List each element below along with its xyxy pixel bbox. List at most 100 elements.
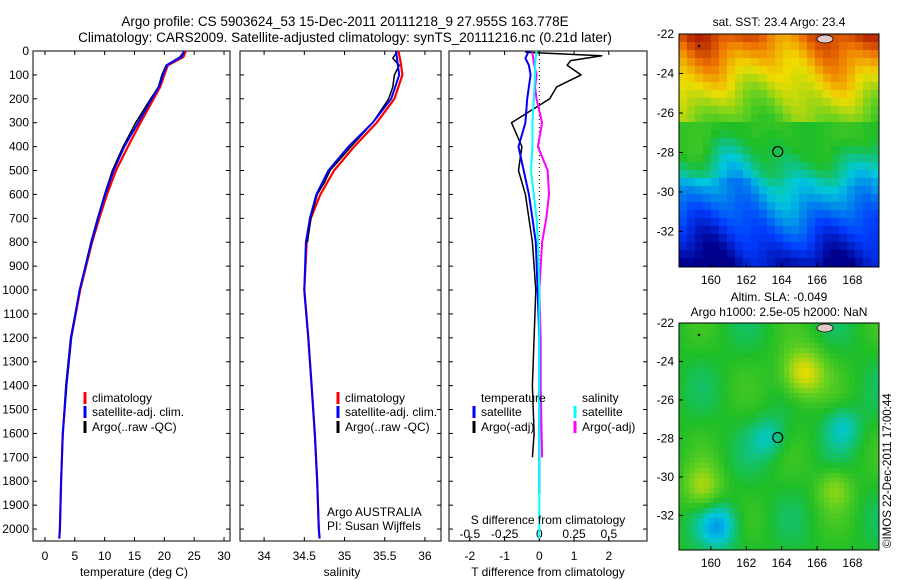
map-cell — [714, 478, 720, 484]
map-cell — [743, 178, 752, 187]
map-cell — [784, 543, 790, 549]
map-cell — [839, 194, 848, 203]
map-cell — [759, 433, 765, 439]
map-cell — [864, 488, 870, 494]
map-cell — [719, 343, 725, 349]
map-cell — [704, 403, 710, 409]
map-cell — [859, 503, 865, 509]
map-cell — [799, 458, 805, 464]
map-cell — [794, 423, 800, 429]
map-cell — [775, 154, 784, 163]
map-cell — [789, 388, 795, 394]
map-cell — [783, 162, 792, 171]
map-cell — [799, 98, 808, 107]
map-cell — [734, 333, 740, 339]
map-cell — [784, 538, 790, 544]
map-cell — [694, 363, 700, 369]
map-cell — [694, 408, 700, 414]
map-cell — [839, 368, 845, 374]
map-cell — [709, 473, 715, 479]
map-cell — [739, 543, 745, 549]
map-cell — [807, 194, 816, 203]
map-cell — [799, 210, 808, 219]
legend-label: climatology — [345, 391, 405, 405]
map-cell — [679, 162, 688, 171]
map-cell — [739, 513, 745, 519]
map-cell — [834, 448, 840, 454]
map-cell — [834, 513, 840, 519]
map-cell — [767, 42, 776, 51]
map-cell — [739, 348, 745, 354]
map-cell — [829, 533, 835, 539]
figure-title-line2: Climatology: CARS2009. Satellite-adjuste… — [78, 30, 612, 45]
map-cell — [874, 323, 880, 329]
map-cell — [815, 194, 824, 203]
map-cell — [807, 234, 816, 243]
x2-tick-label: -0.25 — [491, 527, 519, 541]
map-cell — [714, 343, 720, 349]
map-cell — [734, 508, 740, 514]
map-cell — [814, 488, 820, 494]
map-cell — [711, 258, 720, 267]
temperature-xlabel: temperature (deg C) — [80, 565, 188, 579]
map-cell — [854, 548, 860, 551]
map-cell — [775, 82, 784, 91]
map-cell — [759, 538, 765, 544]
map-cell — [684, 433, 690, 439]
map-cell — [815, 210, 824, 219]
map-cell — [819, 548, 825, 551]
map-cell — [709, 548, 715, 551]
map-cell — [739, 393, 745, 399]
map-cell — [709, 438, 715, 444]
map-cell — [864, 448, 870, 454]
map-cell — [743, 114, 752, 123]
map-cell — [775, 114, 784, 123]
map-cell — [774, 543, 780, 549]
map-cell — [734, 383, 740, 389]
map-cell — [814, 453, 820, 459]
map-cell — [859, 323, 865, 329]
map-cell — [849, 438, 855, 444]
map-cell — [844, 393, 850, 399]
map-cell — [684, 338, 690, 344]
map-cell — [831, 66, 840, 75]
map-cell — [839, 463, 845, 469]
map-cell — [839, 453, 845, 459]
map-cell — [709, 433, 715, 439]
map-cell — [839, 82, 848, 91]
map-cell — [859, 343, 865, 349]
map-cell — [834, 383, 840, 389]
map-cell — [703, 138, 712, 147]
map-cell — [794, 503, 800, 509]
map-cell — [869, 438, 875, 444]
map-cell — [789, 373, 795, 379]
map-cell — [734, 528, 740, 534]
map-cell — [679, 242, 688, 251]
map-cell — [849, 463, 855, 469]
map-cell — [829, 358, 835, 364]
map-cell — [839, 348, 845, 354]
map-cell — [727, 114, 736, 123]
map-cell — [729, 508, 735, 514]
map-cell — [819, 478, 825, 484]
map-cell — [849, 393, 855, 399]
map-cell — [751, 186, 760, 195]
map-cell — [809, 533, 815, 539]
map-cell — [794, 483, 800, 489]
map-cell — [839, 493, 845, 499]
map-cell — [719, 226, 728, 235]
map-cell — [769, 498, 775, 504]
map-cell — [869, 408, 875, 414]
map-cell — [689, 353, 695, 359]
map-cell — [703, 178, 712, 187]
map-cell — [864, 373, 870, 379]
map-cell — [687, 138, 696, 147]
map-cell — [695, 178, 704, 187]
map-cell — [863, 186, 872, 195]
map-cell — [684, 453, 690, 459]
map-cell — [724, 333, 730, 339]
map-cell — [849, 333, 855, 339]
map-cell — [699, 448, 705, 454]
map-cell — [794, 493, 800, 499]
map-cell — [703, 130, 712, 139]
